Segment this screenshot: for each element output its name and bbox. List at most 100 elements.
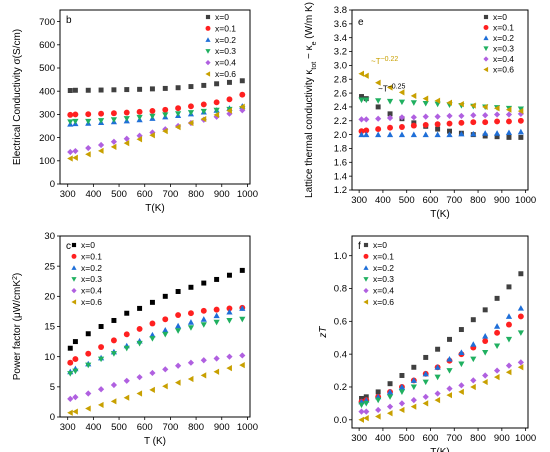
data-point xyxy=(458,361,465,368)
y-tick-label: 1.8 xyxy=(334,144,347,155)
data-point xyxy=(482,133,488,139)
x-tick-label: 900 xyxy=(214,189,230,200)
y-tick-label: 10 xyxy=(44,352,55,363)
legend-label: x=0.3 xyxy=(493,44,514,54)
data-point xyxy=(434,374,441,381)
data-point xyxy=(97,118,105,124)
data-point xyxy=(175,322,182,329)
data-point xyxy=(470,102,476,109)
data-point xyxy=(136,114,143,121)
data-point xyxy=(505,129,513,136)
data-point xyxy=(214,81,220,87)
plot-frame xyxy=(351,235,529,429)
data-point xyxy=(200,372,207,379)
data-point xyxy=(187,110,195,116)
x-tick-label: 800 xyxy=(188,189,204,200)
y-axis-title: Power factor (μW/cmK2) xyxy=(12,273,24,380)
data-point xyxy=(386,388,394,395)
x-axis-title: T(K) xyxy=(430,447,449,452)
data-point xyxy=(505,111,513,118)
data-point xyxy=(458,382,465,389)
data-point xyxy=(136,374,143,381)
data-point xyxy=(386,403,394,410)
data-point xyxy=(470,317,476,323)
data-point xyxy=(493,111,501,118)
series-x=0.6 xyxy=(67,362,245,416)
data-point xyxy=(123,345,130,352)
data-point xyxy=(446,392,452,399)
data-point xyxy=(506,321,512,328)
data-point xyxy=(175,312,182,318)
x-tick-label: 600 xyxy=(137,422,153,433)
data-point xyxy=(470,130,477,137)
data-point xyxy=(111,317,117,323)
legend: x=0x=0.1 x=0.2x=0.3 x=0.4x=0.6 xyxy=(71,240,102,307)
data-point xyxy=(226,353,233,360)
x-axis-title: T(K) xyxy=(430,209,449,220)
data-point xyxy=(72,118,79,125)
data-point xyxy=(363,116,370,123)
x-tick-label: 300 xyxy=(60,422,76,433)
data-point xyxy=(162,331,169,338)
data-point xyxy=(493,130,501,136)
x-tick-label: 1000 xyxy=(237,422,258,433)
y-axis-title: Lattice thermal conductivity κtot − κe (… xyxy=(304,2,318,198)
x-tick-label: 800 xyxy=(188,422,204,433)
data-point xyxy=(110,143,117,150)
chart-panel-c: 300 400 500 600 700 800 900 1000 0 5 10 15 20 25 30 T (… xyxy=(12,231,259,447)
data-point xyxy=(67,395,74,402)
data-point xyxy=(470,377,477,384)
data-point xyxy=(110,117,118,123)
data-point xyxy=(98,324,104,329)
series-x=0 xyxy=(359,94,524,140)
data-point xyxy=(97,386,105,393)
data-point xyxy=(375,406,382,414)
data-point xyxy=(434,121,441,128)
data-point xyxy=(98,87,104,93)
data-point xyxy=(162,106,169,113)
x-tick-label: 300 xyxy=(60,189,76,200)
data-point xyxy=(110,381,118,389)
y-tick-label: 2.8 xyxy=(334,74,347,85)
data-point xyxy=(97,141,105,149)
data-point xyxy=(97,147,104,154)
data-point xyxy=(387,111,393,117)
y-tick-label: 1.2 xyxy=(334,185,347,196)
data-point xyxy=(175,289,181,294)
data-point xyxy=(175,124,181,131)
data-point xyxy=(517,117,524,124)
data-point xyxy=(239,352,246,359)
data-point xyxy=(136,136,143,143)
data-point xyxy=(162,128,168,135)
data-point xyxy=(434,397,441,404)
data-point xyxy=(398,99,406,106)
legend-marker xyxy=(205,60,211,66)
y-tick-label: 20 xyxy=(44,292,55,303)
data-point xyxy=(213,319,220,326)
data-point xyxy=(123,135,130,142)
x-axis-title: T (K) xyxy=(144,436,166,447)
data-point xyxy=(72,154,78,161)
data-point xyxy=(239,78,245,84)
data-point xyxy=(110,398,117,405)
data-point xyxy=(506,284,512,290)
legend-label: x=0 xyxy=(215,12,229,22)
data-point xyxy=(434,131,441,138)
panel-label: b xyxy=(66,15,72,26)
data-point xyxy=(375,115,382,122)
data-point xyxy=(363,97,370,104)
data-point xyxy=(358,116,365,123)
data-point xyxy=(72,356,79,363)
data-point xyxy=(375,397,382,404)
data-point xyxy=(187,119,194,127)
legend-label: x=0.1 xyxy=(81,251,102,261)
data-point xyxy=(123,394,130,401)
data-point xyxy=(67,409,73,416)
legend-label: x=0.1 xyxy=(215,23,236,33)
legend-marker xyxy=(363,265,369,270)
data-point xyxy=(410,100,417,106)
data-point xyxy=(162,316,169,323)
x-tick-label: 1000 xyxy=(515,433,536,444)
data-point xyxy=(482,103,488,111)
data-point xyxy=(85,405,91,412)
